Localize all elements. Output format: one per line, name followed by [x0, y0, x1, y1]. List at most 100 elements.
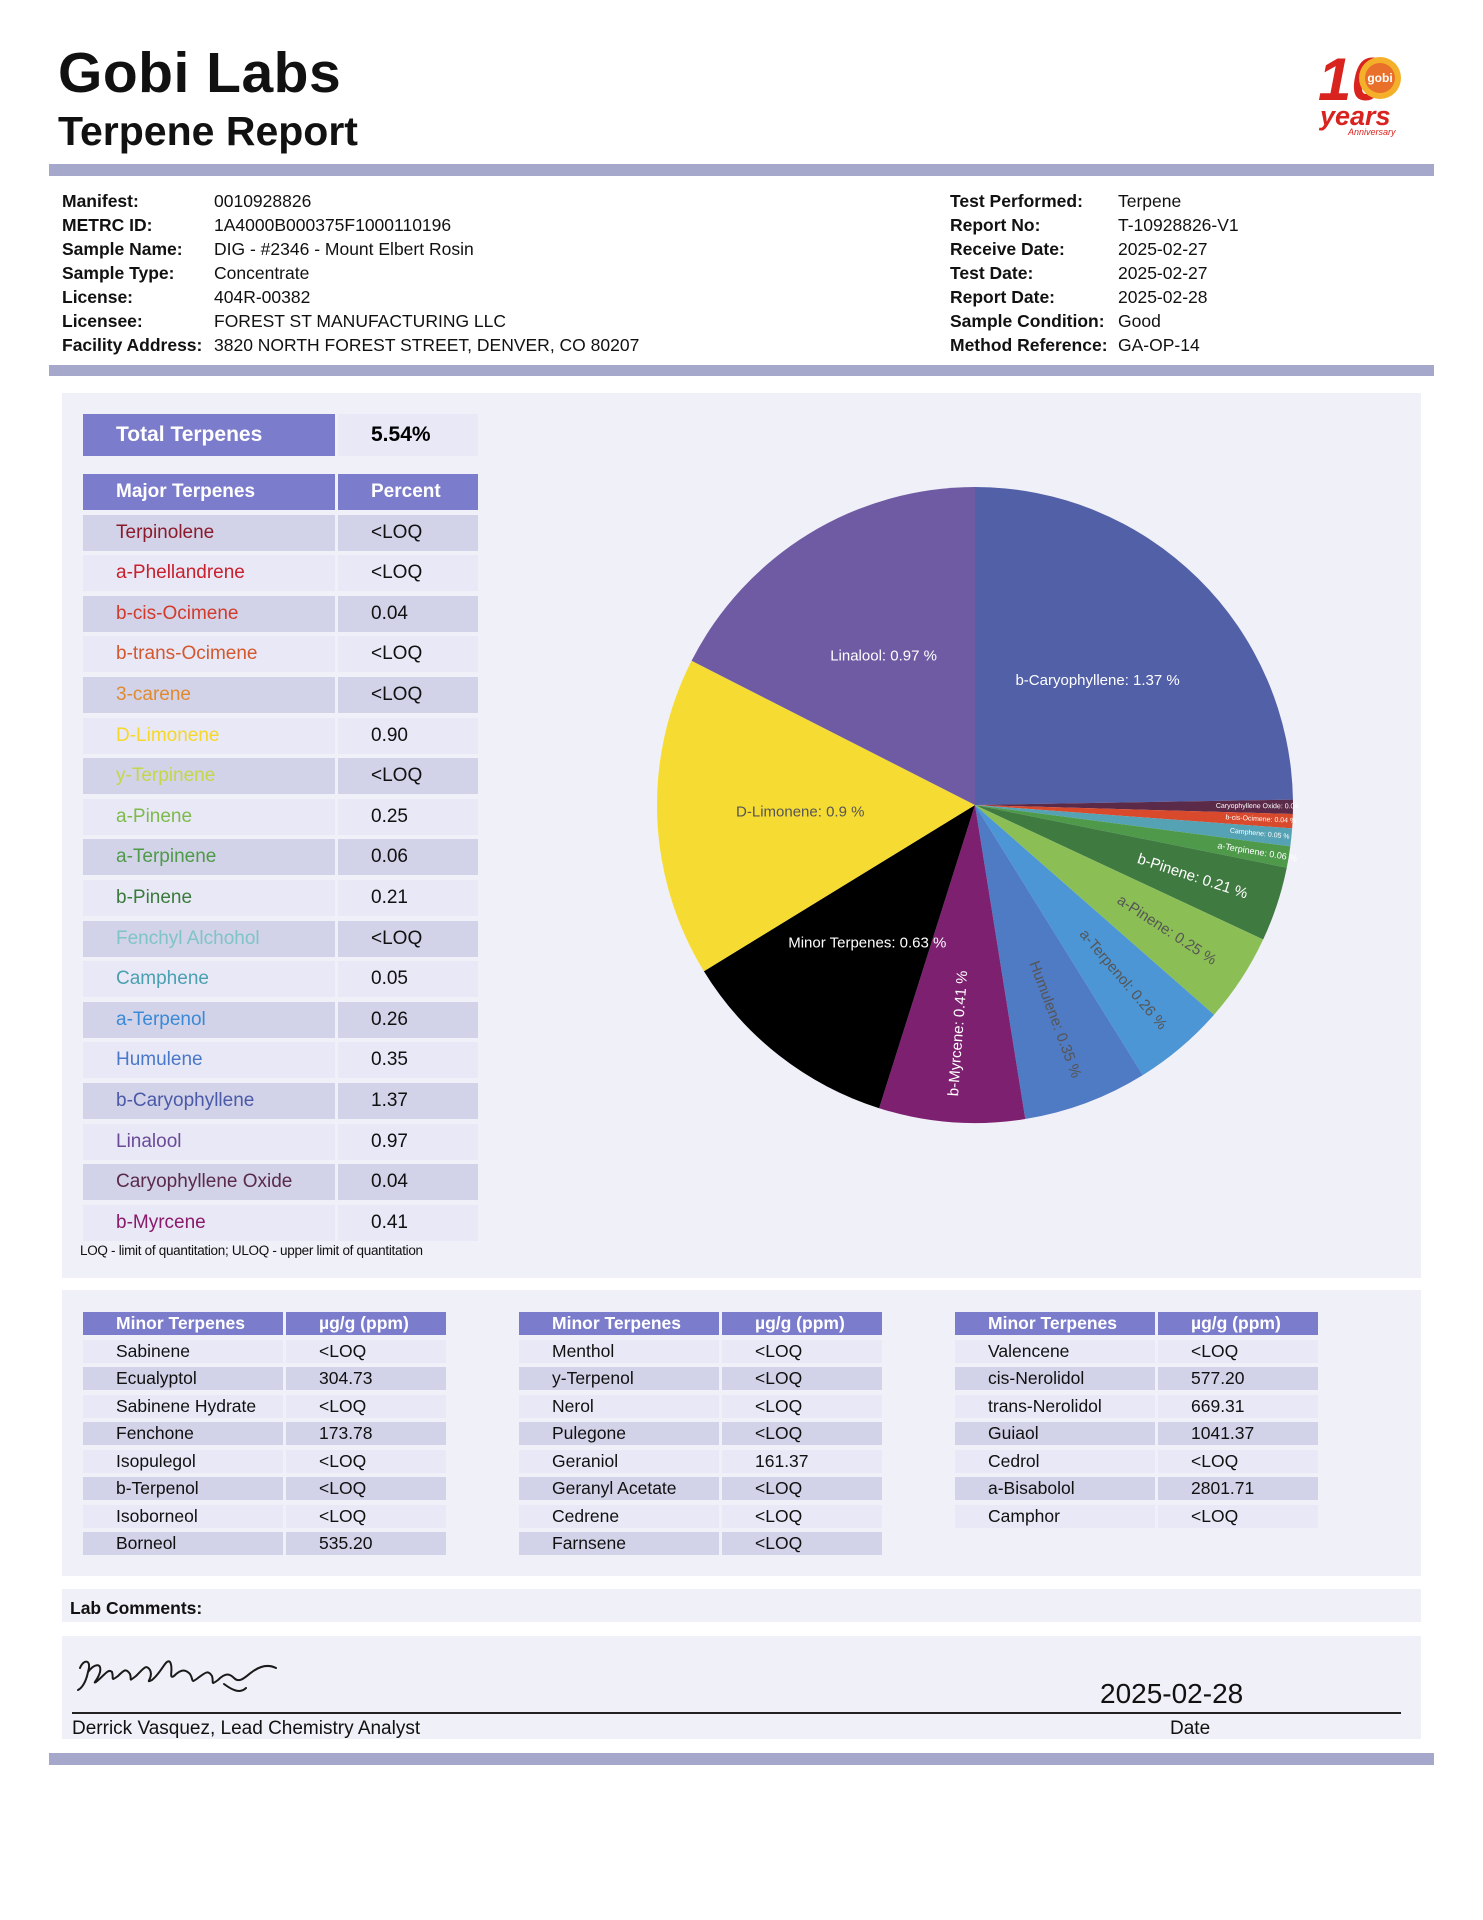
- info-row: License: 404R-00382: [62, 285, 639, 309]
- minor-terpene-ppm: <LOQ: [286, 1477, 446, 1500]
- major-terpene-name: Fenchyl Alchohol: [83, 921, 335, 957]
- info-row: Facility Address: 3820 NORTH FOREST STREE…: [62, 333, 639, 357]
- major-terpene-name: Humulene: [83, 1042, 335, 1078]
- info-row: Licensee: FOREST ST MANUFACTURING LLC: [62, 309, 639, 333]
- minor-terpene-name: Nerol: [519, 1395, 719, 1418]
- minor-terpene-ppm: 304.73: [286, 1367, 446, 1390]
- minor-terpene-name: Ecualyptol: [83, 1367, 283, 1390]
- signature-line: [72, 1712, 1401, 1714]
- major-terpene-name: y-Terpinene: [83, 758, 335, 794]
- minor-terpene-ppm: 161.37: [722, 1450, 882, 1473]
- pie-slice: [975, 805, 1287, 940]
- minor-terpene-name: Sabinene Hydrate: [83, 1395, 283, 1418]
- pie-slice: [691, 487, 975, 805]
- terpene-pie-chart: b-Caryophyllene: 1.37 % Caryophyllene Oxi…: [657, 487, 1300, 1123]
- signature-date: 2025-02-28: [1100, 1678, 1244, 1709]
- pie-slice-label: Caryophyllene Oxide: 0.04 %: [1216, 803, 1300, 811]
- minor-terpene-name: Isoborneol: [83, 1505, 283, 1528]
- major-terpene-name: b-Caryophyllene: [83, 1083, 335, 1119]
- major-terpene-percent: 0.21: [338, 880, 478, 916]
- info-label: METRC ID:: [62, 215, 153, 235]
- minor-terpene-ppm: <LOQ: [722, 1367, 882, 1390]
- pie-slice: [879, 805, 1026, 1123]
- minor-terpene-name: cis-Nerolidol: [955, 1367, 1155, 1390]
- info-label: Test Performed:: [950, 191, 1083, 211]
- info-label: Manifest:: [62, 191, 139, 211]
- test-info: Test Performed: Terpene Report No: T-109288…: [950, 189, 1239, 357]
- lab-comments-panel: [62, 1589, 1421, 1622]
- major-terpene-percent: 0.06: [338, 839, 478, 875]
- major-terpene-percent: 0.35: [338, 1042, 478, 1078]
- pie-slice: [975, 805, 1215, 1076]
- major-terpene-name: D-Limonene: [83, 718, 335, 754]
- logo-text: gobi: [1367, 71, 1392, 85]
- info-label: Test Date:: [950, 263, 1034, 283]
- major-terpene-name: a-Pinene: [83, 799, 335, 835]
- minor-terpene-name: Fenchone: [83, 1422, 283, 1445]
- major-terpene-name: Terpinolene: [83, 515, 335, 551]
- major-terpene-percent: <LOQ: [338, 677, 478, 713]
- major-terpene-name: Camphene: [83, 961, 335, 997]
- minor-terpene-ppm: <LOQ: [722, 1395, 882, 1418]
- minor-header-ppm: µg/g (ppm): [286, 1312, 446, 1335]
- minor-terpene-ppm: <LOQ: [722, 1532, 882, 1555]
- pie-slice: [975, 805, 1293, 829]
- minor-terpene-ppm: 2801.71: [1158, 1477, 1318, 1500]
- minor-terpene-ppm: <LOQ: [722, 1477, 882, 1500]
- info-label: Sample Condition:: [950, 311, 1105, 331]
- major-terpene-name: a-Terpenol: [83, 1002, 335, 1038]
- info-row: Sample Name: DIG - #2346 - Mount Elbert R…: [62, 237, 639, 261]
- pie-slice-label: Linalool: 0.97 %: [830, 647, 937, 664]
- major-terpene-name: b-trans-Ocimene: [83, 636, 335, 672]
- major-terpene-name: Caryophyllene Oxide: [83, 1164, 335, 1200]
- info-row: Test Date: 2025-02-27: [950, 261, 1239, 285]
- major-terpene-percent: 0.41: [338, 1205, 478, 1241]
- info-value: 2025-02-27: [1118, 239, 1208, 259]
- pie-slice: [975, 805, 1293, 847]
- major-terpene-percent: <LOQ: [338, 555, 478, 591]
- minor-header-ppm: µg/g (ppm): [722, 1312, 882, 1335]
- pie-slice: [975, 799, 1293, 815]
- info-divider: [49, 365, 1434, 376]
- info-value: 0010928826: [214, 191, 312, 211]
- report-title: Terpene Report: [58, 108, 358, 154]
- info-label: Sample Name:: [62, 239, 183, 259]
- logo-years: years: [1318, 101, 1391, 131]
- pie-slice: [657, 660, 975, 972]
- logo-sub: Anniversary: [1347, 127, 1396, 137]
- pie-slice-label: Minor Terpenes: 0.63 %: [788, 934, 946, 951]
- info-value: 2025-02-28: [1118, 287, 1208, 307]
- info-row: Receive Date: 2025-02-27: [950, 237, 1239, 261]
- major-terpene-percent: 1.37: [338, 1083, 478, 1119]
- total-terpenes-value: 5.54%: [338, 414, 478, 456]
- info-value: DIG - #2346 - Mount Elbert Rosin: [214, 239, 474, 259]
- minor-terpene-ppm: <LOQ: [286, 1340, 446, 1363]
- info-row: Report Date: 2025-02-28: [950, 285, 1239, 309]
- info-label: Receive Date:: [950, 239, 1065, 259]
- footer-divider: [49, 1753, 1434, 1765]
- minor-terpene-name: Geranyl Acetate: [519, 1477, 719, 1500]
- minor-terpene-name: Valencene: [955, 1340, 1155, 1363]
- major-terpene-percent: 0.90: [338, 718, 478, 754]
- major-terpene-percent: 0.05: [338, 961, 478, 997]
- info-value: T-10928826-V1: [1118, 215, 1239, 235]
- pie-slice: [975, 805, 1143, 1119]
- pie-slice-label: b-Caryophyllene: 1.37 %: [1015, 672, 1179, 689]
- minor-terpene-ppm: 535.20: [286, 1532, 446, 1555]
- major-header-name: Major Terpenes: [83, 474, 335, 510]
- minor-terpene-ppm: 577.20: [1158, 1367, 1318, 1390]
- info-value: Good: [1118, 311, 1161, 331]
- info-value: Terpene: [1118, 191, 1182, 211]
- minor-terpene-ppm: <LOQ: [1158, 1450, 1318, 1473]
- info-row: Test Performed: Terpene: [950, 189, 1239, 213]
- info-label: License:: [62, 287, 133, 307]
- info-value: 1A4000B000375F1000110196: [214, 215, 452, 235]
- minor-terpene-name: Isopulegol: [83, 1450, 283, 1473]
- minor-terpene-name: a-Bisabolol: [955, 1477, 1155, 1500]
- header-divider: [49, 164, 1434, 176]
- major-terpene-percent: <LOQ: [338, 515, 478, 551]
- minor-terpene-name: Farnsene: [519, 1532, 719, 1555]
- minor-terpene-ppm: 669.31: [1158, 1395, 1318, 1418]
- info-label: Report No:: [950, 215, 1041, 235]
- major-terpene-percent: <LOQ: [338, 636, 478, 672]
